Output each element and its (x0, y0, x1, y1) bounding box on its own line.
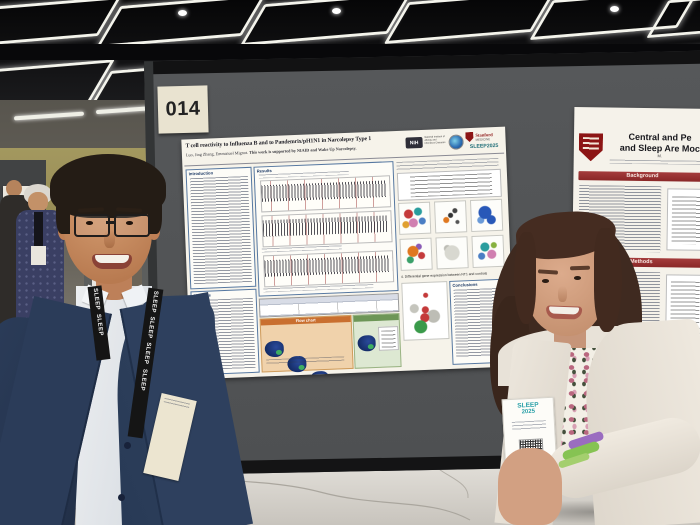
main-poster: T cell reactivity to Influenza B and to … (181, 126, 515, 380)
woman-nose (558, 286, 567, 302)
wake-up-narcolepsy-logo (448, 134, 464, 150)
woman-right: SLEEP 2025 (470, 200, 700, 525)
crest-chevrons (583, 137, 599, 151)
lanyard-text: SLEEP (94, 313, 104, 337)
man-jacket-button (124, 442, 131, 449)
tcr-caption (396, 157, 499, 170)
woman-teeth (548, 306, 580, 315)
sequence-logo-plot-2 (261, 210, 393, 248)
distant-light (13, 111, 85, 121)
woman-eye-left (542, 279, 549, 283)
ceiling-bulb (332, 8, 341, 14)
man-glasses-left-lens (74, 214, 110, 237)
right-title-line2: and Sleep Are Moc (619, 142, 700, 154)
woman-badge-name (511, 420, 547, 432)
man-jacket-button (118, 494, 125, 501)
flow-cytometry-panel: Flow chart (259, 314, 354, 380)
board-number: 014 (165, 97, 201, 121)
man-hair-side-left (56, 194, 70, 234)
harvard-crest (579, 133, 603, 161)
conference-logo: SLEEP2025 (469, 142, 499, 151)
lanyard-text: SLEEP (145, 316, 155, 340)
stanford-crest (465, 132, 473, 142)
attendee-face (28, 192, 48, 212)
mini-scatter (377, 326, 399, 351)
lanyard-text: SLEEP (91, 287, 101, 311)
sequence-logo-plot-1 (260, 175, 392, 213)
sorted-cells-panel (352, 312, 402, 369)
nih-logo: NIH (405, 136, 423, 149)
lanyard-text: SLEEP (142, 342, 152, 365)
man-glasses-right-lens (114, 214, 150, 237)
stanford-sub: MEDICINE (475, 137, 491, 142)
man-eye-right (126, 221, 133, 225)
ceiling-light (95, 0, 267, 48)
cluster-plot-4 (399, 237, 433, 271)
man-eye-left (86, 221, 93, 225)
man-left: SLEEP SLEEP SLEEP SLEEP SLEEP SLEEP (0, 150, 254, 525)
flow-plot (357, 334, 376, 352)
sorted-panel-header (353, 314, 399, 322)
stanford-logo-text: Stanford MEDICINE (475, 132, 493, 142)
attendee-head (6, 180, 22, 197)
right-poster-title: Central and Pe and Sleep Are Moc M. (608, 132, 700, 159)
flow-panel-header: Flow chart (260, 315, 351, 326)
flow-plot (264, 340, 285, 358)
cluster-plot-5 (435, 236, 469, 270)
cluster-plot-2 (434, 200, 468, 234)
results-box: Results (253, 161, 399, 297)
man-badge-text (163, 397, 191, 410)
man-hair-side-right (148, 194, 162, 234)
volcano-plot (401, 281, 450, 341)
man-teeth (95, 255, 129, 263)
ceiling-bulb (610, 6, 619, 12)
woman-hair-curtain-right (594, 228, 622, 332)
sequence-logo-plot-3 (263, 250, 395, 288)
lanyard-text: SLEEP (149, 290, 159, 314)
woman-hair-curtain-left (514, 232, 536, 324)
tcr-track-plot (396, 168, 502, 201)
man-glasses-bridge (106, 221, 115, 224)
board-number-sign: 014 (157, 85, 209, 134)
woman-eye-right (574, 276, 581, 280)
lanyard-text: SLEEP (138, 368, 148, 391)
cluster-plot-1 (398, 201, 432, 235)
nih-caption: National Institute of Allergy and Infect… (424, 135, 446, 145)
woman-hands (498, 448, 562, 525)
nih-logo-text: NIH (409, 139, 419, 146)
poster-funding: This work is supported by NIAID and Wake… (249, 145, 357, 155)
woman-eyebrow-right (569, 265, 591, 270)
woman-badge-year: 2025 (521, 408, 536, 416)
attendee-badge (31, 246, 46, 265)
background-header: Background (578, 171, 700, 182)
man-nose (104, 230, 115, 248)
attendee-lanyard (34, 212, 43, 252)
ceiling-bulb (178, 10, 187, 16)
right-poster-affiliation (609, 159, 700, 165)
